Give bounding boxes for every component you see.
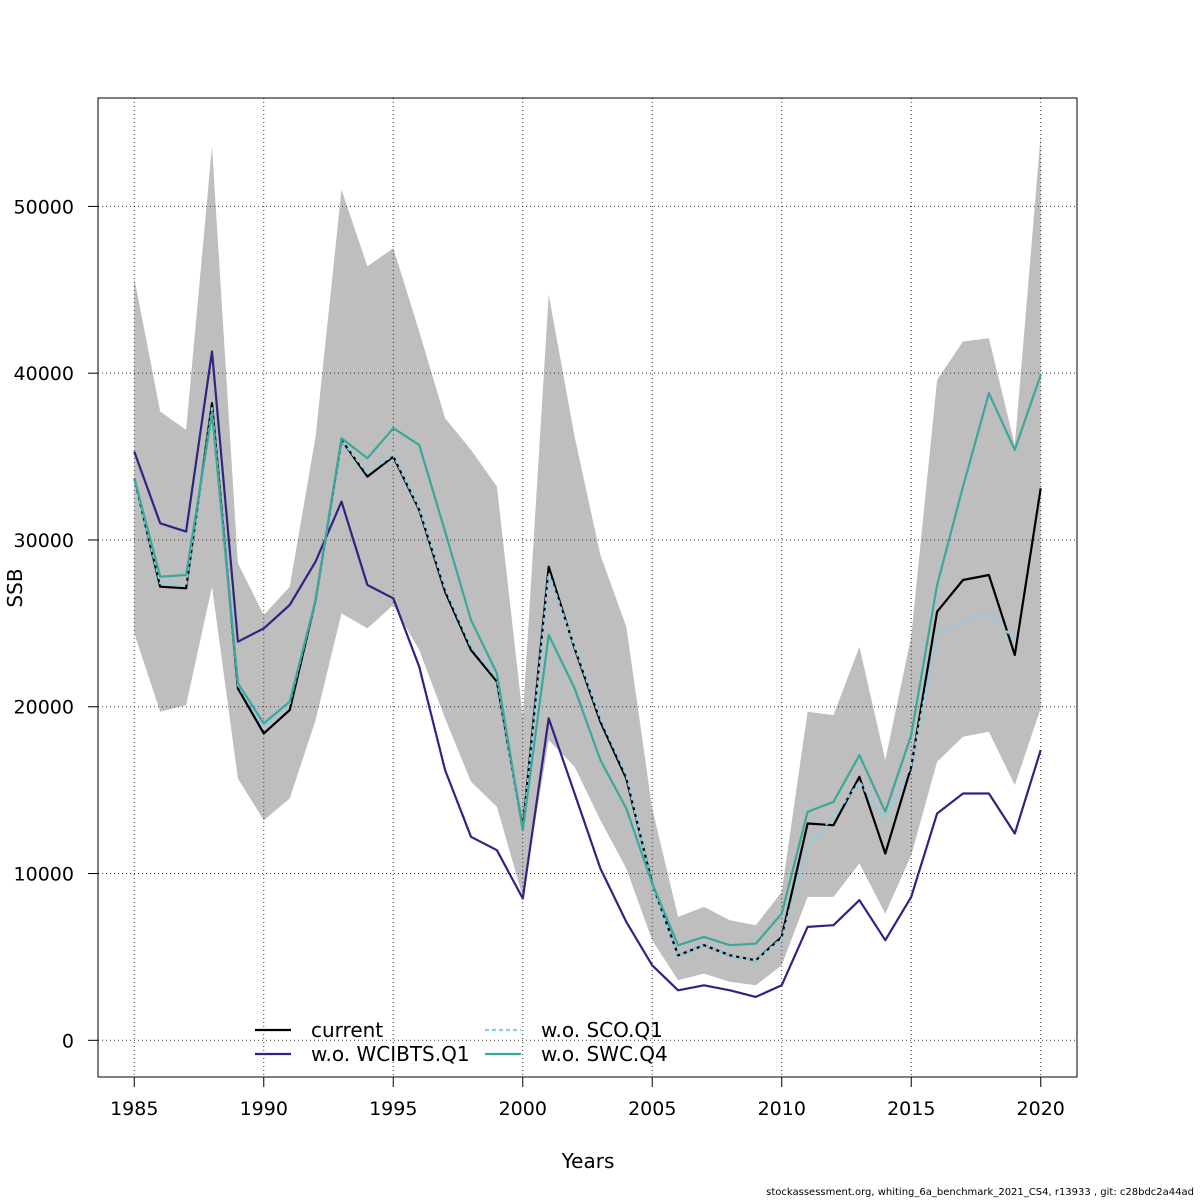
confidence-band — [134, 134, 1041, 986]
y-tick-label: 10000 — [14, 864, 74, 886]
x-tick-label: 2005 — [628, 1098, 676, 1120]
y-tick-label: 0 — [62, 1030, 74, 1052]
footer-note: stockassessment.org, whiting_6a_benchmar… — [766, 1187, 1194, 1198]
legend-label-0: current — [311, 1018, 383, 1042]
series-line-1 — [133, 350, 1042, 999]
x-tick-label: 2015 — [887, 1098, 935, 1120]
confidence-band-layer — [134, 134, 1041, 986]
x-tick-label: 2010 — [758, 1098, 806, 1120]
series-line-0 — [133, 402, 1042, 962]
x-tick-label: 1995 — [369, 1098, 417, 1120]
series-line-2 — [133, 407, 1016, 962]
legend-label-1: w.o. WCIBTS.Q1 — [311, 1042, 470, 1066]
series-layer — [133, 350, 1042, 999]
y-tick-label: 40000 — [14, 363, 74, 385]
y-tick-label: 20000 — [14, 697, 74, 719]
x-tick-label: 1985 — [110, 1098, 158, 1120]
legend-label-2: w.o. SCO.Q1 — [541, 1018, 663, 1042]
legend-label-3: w.o. SWC.Q4 — [541, 1042, 668, 1066]
axis-layer: 1985 1990 1995 2000 2005 2010 2015 2020 0 10000 20… — [14, 196, 1065, 1120]
x-axis-title: Years — [561, 1149, 615, 1173]
x-tick-label: 2000 — [499, 1098, 547, 1120]
x-tick-label: 2020 — [1017, 1098, 1065, 1120]
y-tick-label: 30000 — [14, 530, 74, 552]
x-tick-label: 1990 — [240, 1098, 288, 1120]
y-tick-label: 50000 — [14, 196, 74, 218]
y-axis-title: SSB — [3, 568, 27, 607]
series-line-3 — [133, 374, 1042, 947]
plot-frame — [97, 97, 1078, 1078]
